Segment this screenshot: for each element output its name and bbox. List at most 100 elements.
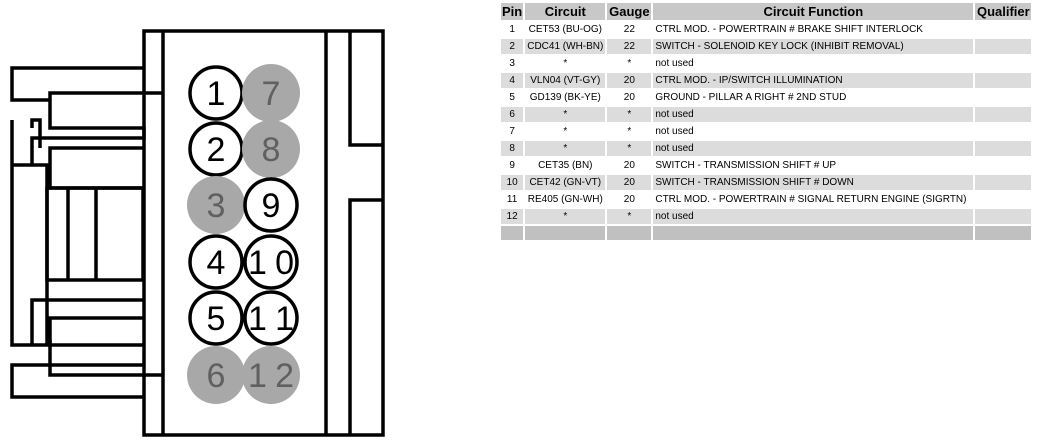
cell-function: SWITCH - TRANSMISSION SHIFT # DOWN <box>653 175 974 190</box>
header-qualifier: Qualifier <box>975 3 1032 20</box>
cell-pin: 11 <box>506 194 518 205</box>
cell-pin: 6 <box>501 107 524 122</box>
cell-pin: 8 <box>501 141 524 156</box>
pin-cavity-10: 10 <box>243 234 299 290</box>
pin-cavity-5: 5 <box>188 290 244 346</box>
header-pin: Pin <box>501 3 524 20</box>
cell-pin: 7 <box>509 126 515 137</box>
cell-circuit: CET53 (BU-OG) <box>528 24 602 35</box>
cell-qualifier <box>975 124 1031 139</box>
cell-function: CTRL MOD. - IP/SWITCH ILLUMINATION <box>653 73 974 88</box>
pin-number: 7 <box>262 75 281 113</box>
pin-cavity-4: 4 <box>188 234 244 290</box>
cell-qualifier <box>975 90 1031 105</box>
cell-circuit: CET35 (BN) <box>538 160 593 171</box>
cell-pin: 1 <box>509 24 515 35</box>
table-row: 8 * * not used <box>501 141 1032 156</box>
header-circuit: Circuit <box>525 3 606 20</box>
cell-gauge: 20 <box>607 175 652 190</box>
cell-pin: 4 <box>501 73 524 88</box>
cell-function: GROUND - PILLAR A RIGHT # 2ND STUD <box>655 92 847 103</box>
pin-circle <box>188 290 244 346</box>
pin-number: 9 <box>262 187 281 225</box>
table-row: 10 CET42 (GN-VT) 20 SWITCH - TRANSMISSION S… <box>501 175 1032 190</box>
footer-cell <box>975 226 1032 240</box>
header-gauge: Gauge <box>607 3 652 20</box>
pin-circle <box>242 120 300 178</box>
cell-gauge: * <box>607 107 652 122</box>
cell-qualifier <box>975 141 1032 156</box>
pin-circle <box>243 234 299 290</box>
table-row: 11 RE405 (GN-WH) 20 CTRL MOD. - POWERTRAIN … <box>501 192 1031 207</box>
pin-number: 5 <box>207 300 226 338</box>
cell-gauge: 20 <box>623 194 635 205</box>
pin-cavity-9: 9 <box>243 177 299 233</box>
pin-table: Pin Circuit Gauge Circuit Function Quali… <box>499 1 1033 242</box>
cell-function: not used <box>655 58 694 69</box>
table-row: 2 CDC41 (WH-BN) 22 SWITCH - SOLENOID KEY LO… <box>501 39 1032 54</box>
pin-cavity-3: 3 <box>187 176 245 234</box>
table-footer-row <box>501 226 1032 240</box>
pin-circle <box>187 176 245 234</box>
cell-pin: 3 <box>509 58 515 69</box>
cell-gauge: 20 <box>623 92 635 103</box>
pin-circle <box>243 290 299 346</box>
pin-cavity-8: 8 <box>242 120 300 178</box>
cell-gauge: * <box>627 58 632 69</box>
cell-circuit: * <box>563 58 568 69</box>
cell-circuit: * <box>525 209 606 224</box>
pin-number: 8 <box>262 131 281 169</box>
table-row: 7 * * not used <box>501 124 1031 139</box>
cell-qualifier <box>975 39 1032 54</box>
cell-function: SWITCH - SOLENOID KEY LOCK (INHIBIT REMO… <box>653 39 974 54</box>
table-row: 5 GD139 (BK-YE) 20 GROUND - PILLAR A RIGHT … <box>501 90 1031 105</box>
pin-circle <box>242 64 300 122</box>
cell-pin: 2 <box>501 39 524 54</box>
cell-gauge: 22 <box>623 24 635 35</box>
cell-qualifier <box>975 73 1032 88</box>
cell-qualifier <box>975 107 1032 122</box>
cell-qualifier <box>975 209 1032 224</box>
cell-circuit: * <box>525 141 606 156</box>
cell-pin: 10 <box>501 175 524 190</box>
cell-gauge: 22 <box>607 39 652 54</box>
cell-gauge: * <box>627 126 632 137</box>
table-row: 6 * * not used <box>501 107 1032 122</box>
cell-qualifier <box>975 158 1031 173</box>
header-circuit-function: Circuit Function <box>653 3 974 20</box>
cell-function: not used <box>653 209 974 224</box>
table-row: 12 * * not used <box>501 209 1032 224</box>
cell-qualifier <box>975 175 1032 190</box>
table-row: 4 VLN04 (VT-GY) 20 CTRL MOD. - IP/SWITCH IL… <box>501 73 1032 88</box>
pin-cavity-2: 2 <box>188 121 244 177</box>
cell-circuit: GD139 (BK-YE) <box>529 92 601 103</box>
cell-circuit: * <box>525 107 606 122</box>
cell-pin: 9 <box>509 160 515 171</box>
footer-cell <box>653 226 974 240</box>
cell-circuit: CDC41 (WH-BN) <box>525 39 606 54</box>
cell-circuit: * <box>563 126 568 137</box>
pin-cavity-11: 11 <box>243 290 299 346</box>
table-row: 3 * * not used <box>501 56 1031 71</box>
left-tab-top <box>10 66 144 102</box>
pin-circle <box>187 346 245 404</box>
cell-qualifier <box>975 192 1031 207</box>
pin-cavity-7: 7 <box>242 64 300 122</box>
cell-gauge: * <box>607 209 652 224</box>
pin-circle <box>188 234 244 290</box>
cell-gauge: * <box>607 141 652 156</box>
pin-cavity-12: 12 <box>242 346 300 404</box>
cell-function: CTRL MOD. - POWERTRAIN # BRAKE SHIFT INT… <box>655 24 923 35</box>
footer-cell <box>607 226 652 240</box>
cell-pin: 5 <box>509 92 515 103</box>
pin-number: 3 <box>207 187 226 225</box>
cell-function: not used <box>655 126 694 137</box>
pin-circle <box>243 177 299 233</box>
footer-cell <box>501 226 524 240</box>
pin-cavity-6: 6 <box>187 346 245 404</box>
cell-pin: 12 <box>501 209 524 224</box>
cell-gauge: 20 <box>607 73 652 88</box>
cell-circuit: RE405 (GN-WH) <box>527 194 603 205</box>
pin-number: 2 <box>207 131 226 169</box>
pin-number: 6 <box>207 357 226 395</box>
